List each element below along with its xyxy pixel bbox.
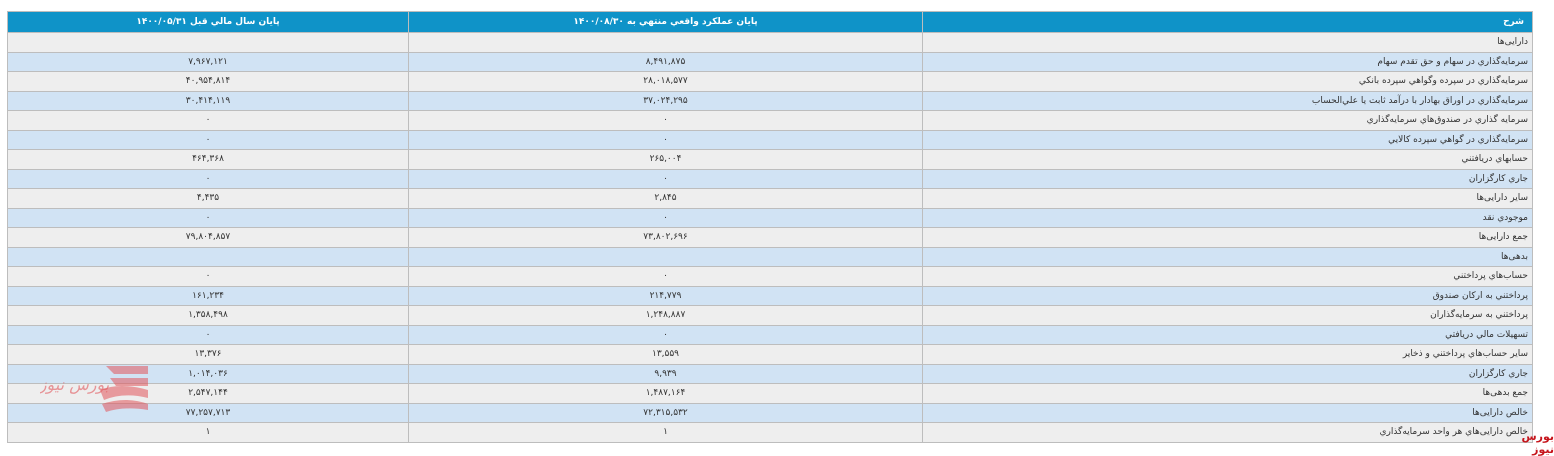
row-previous-value: ۰ — [7, 129, 409, 150]
table-row: ساير حساب‌هاي پرداختني و ذخاير ۱۳,۵۵۹ ۱۳,۳… — [7, 344, 1533, 365]
row-description: دارایی‌ها — [922, 32, 1533, 53]
table-row: حسابهاي دريافتني ۲۶۵,۰۰۴ ۴۶۴,۳۶۸ — [7, 149, 1533, 170]
row-description: سرمايه گذاري در صندوق‌هاي سرمايه‌گذاري — [922, 110, 1533, 131]
row-description: سرمايه‌گذاري در گواهي سپرده كالايي — [922, 129, 1533, 150]
table-row: بدهی‌ها — [7, 246, 1533, 267]
row-previous-value: ۳۰,۴۱۴,۱۱۹ — [7, 90, 409, 111]
table-row: سرمايه‌گذاري در سهام و حق تقدم سهام ۸,۴۹۱… — [7, 51, 1533, 72]
table-row: سرمايه گذاري در صندوق‌هاي سرمايه‌گذاري ۰ ۰ — [7, 110, 1533, 131]
table-row: تسهيلات مالي دريافتي ۰ ۰ — [7, 324, 1533, 345]
row-current-value: ۱ — [408, 422, 923, 443]
header-current-period: پايان عملكرد واقعي منتهي به ۱۴۰۰/۰۸/۳۰ — [408, 11, 923, 33]
row-previous-value: ۷۹,۸۰۴,۸۵۷ — [7, 227, 409, 248]
row-description: خالص دارایی‌هاي هر واحد سرمايه‌گذاري — [922, 422, 1533, 443]
row-current-value: ۷۲,۳۱۵,۵۳۲ — [408, 402, 923, 423]
watermark-text: بورس نیوز — [40, 375, 110, 394]
row-previous-value: ۰ — [7, 324, 409, 345]
row-description: جاري كارگزاران — [922, 168, 1533, 189]
row-current-value: ۰ — [408, 207, 923, 228]
table-row: موجودي نقد ۰ ۰ — [7, 207, 1533, 228]
corner-brand-label: بورس نیوز — [1521, 430, 1554, 456]
row-previous-value: ۷,۹۶۷,۱۲۱ — [7, 51, 409, 72]
row-description: سرمايه‌گذاري در سپرده وگواهي سپرده بانكي — [922, 71, 1533, 92]
row-current-value: ۰ — [408, 324, 923, 345]
row-previous-value: ۰ — [7, 207, 409, 228]
table-row: ساير دارایی‌ها ۲,۸۴۵ ۴,۴۳۵ — [7, 188, 1533, 209]
table-body: دارایی‌ها سرمايه‌گذاري در سهام و حق تقدم … — [7, 32, 1533, 443]
row-previous-value: ۰ — [7, 110, 409, 131]
row-current-value: ۹,۹۳۹ — [408, 363, 923, 384]
bourse-news-watermark-logo: بورس نیوز — [40, 366, 148, 412]
row-description: حسابهاي دريافتني — [922, 149, 1533, 170]
row-current-value: ۷۳,۸۰۲,۶۹۶ — [408, 227, 923, 248]
row-description: پرداختني به سرمايه‌گذاران — [922, 305, 1533, 326]
row-previous-value: ۴,۴۳۵ — [7, 188, 409, 209]
table-row: سرمايه‌گذاري در سپرده وگواهي سپرده بانكي… — [7, 71, 1533, 92]
table-row: جاري كارگزاران ۹,۹۳۹ ۱,۰۱۴,۰۳۶ — [7, 363, 1533, 384]
table-row: دارایی‌ها — [7, 32, 1533, 53]
row-current-value: ۲,۸۴۵ — [408, 188, 923, 209]
row-previous-value: ۱ — [7, 422, 409, 443]
row-current-value: ۰ — [408, 110, 923, 131]
row-description: بدهی‌ها — [922, 246, 1533, 267]
table-row: جاري كارگزاران ۰ ۰ — [7, 168, 1533, 189]
row-previous-value: ۱,۰۱۴,۰۳۶ — [7, 363, 409, 384]
row-current-value: ۰ — [408, 266, 923, 287]
row-description: سرمايه‌گذاري در اوراق بهادار با درآمد ثا… — [922, 90, 1533, 111]
financial-table: شرح پايان عملكرد واقعي منتهي به ۱۴۰۰/۰۸/… — [7, 11, 1533, 443]
row-previous-value — [7, 32, 409, 53]
row-current-value: ۲۸,۰۱۸,۵۷۷ — [408, 71, 923, 92]
header-previous-year: پايان سال مالي قبل ۱۴۰۰/۰۵/۳۱ — [7, 11, 409, 33]
row-current-value: ۲۱۴,۷۷۹ — [408, 285, 923, 306]
table-row: خالص دارایی‌هاي هر واحد سرمايه‌گذاري ۱ ۱ — [7, 422, 1533, 443]
table-row: جمع بدهی‌ها ۱,۴۸۷,۱۶۴ ۲,۵۴۷,۱۴۴ — [7, 383, 1533, 404]
table-row: سرمايه‌گذاري در گواهي سپرده كالايي ۰ ۰ — [7, 129, 1533, 150]
row-previous-value: ۴۶۴,۳۶۸ — [7, 149, 409, 170]
row-previous-value: ۱,۳۵۸,۴۹۸ — [7, 305, 409, 326]
row-previous-value: ۰ — [7, 266, 409, 287]
row-description: موجودي نقد — [922, 207, 1533, 228]
header-description: شرح — [922, 11, 1533, 33]
row-current-value: ۳۷,۰۲۴,۲۹۵ — [408, 90, 923, 111]
row-previous-value — [7, 246, 409, 267]
row-description: جاري كارگزاران — [922, 363, 1533, 384]
row-current-value: ۰ — [408, 129, 923, 150]
row-previous-value: ۱۶۱,۲۳۴ — [7, 285, 409, 306]
row-previous-value: ۰ — [7, 168, 409, 189]
row-description: خالص دارایی‌ها — [922, 402, 1533, 423]
table-row: پرداختني به سرمايه‌گذاران ۱,۲۴۸,۸۸۷ ۱,۳۵۸,… — [7, 305, 1533, 326]
row-description: تسهيلات مالي دريافتي — [922, 324, 1533, 345]
row-description: جمع بدهی‌ها — [922, 383, 1533, 404]
row-description: حساب‌هاي پرداختني — [922, 266, 1533, 287]
table-row: سرمايه‌گذاري در اوراق بهادار با درآمد ثا… — [7, 90, 1533, 111]
row-description: سرمايه‌گذاري در سهام و حق تقدم سهام — [922, 51, 1533, 72]
row-description: ساير حساب‌هاي پرداختني و ذخاير — [922, 344, 1533, 365]
row-description: پرداختني به اركان صندوق — [922, 285, 1533, 306]
row-current-value: ۱۳,۵۵۹ — [408, 344, 923, 365]
row-current-value: ۲۶۵,۰۰۴ — [408, 149, 923, 170]
row-previous-value: ۴۰,۹۵۴,۸۱۴ — [7, 71, 409, 92]
row-current-value: ۸,۴۹۱,۸۷۵ — [408, 51, 923, 72]
table-row: حساب‌هاي پرداختني ۰ ۰ — [7, 266, 1533, 287]
table-header-row: شرح پايان عملكرد واقعي منتهي به ۱۴۰۰/۰۸/… — [7, 11, 1533, 33]
row-current-value — [408, 32, 923, 53]
row-current-value: ۰ — [408, 168, 923, 189]
row-current-value — [408, 246, 923, 267]
row-current-value: ۱,۴۸۷,۱۶۴ — [408, 383, 923, 404]
row-previous-value: ۱۳,۳۷۶ — [7, 344, 409, 365]
row-description: جمع دارایی‌ها — [922, 227, 1533, 248]
table-row: خالص دارایی‌ها ۷۲,۳۱۵,۵۳۲ ۷۷,۲۵۷,۷۱۳ — [7, 402, 1533, 423]
table-row: جمع دارایی‌ها ۷۳,۸۰۲,۶۹۶ ۷۹,۸۰۴,۸۵۷ — [7, 227, 1533, 248]
row-current-value: ۱,۲۴۸,۸۸۷ — [408, 305, 923, 326]
table-row: پرداختني به اركان صندوق ۲۱۴,۷۷۹ ۱۶۱,۲۳۴ — [7, 285, 1533, 306]
row-description: ساير دارایی‌ها — [922, 188, 1533, 209]
